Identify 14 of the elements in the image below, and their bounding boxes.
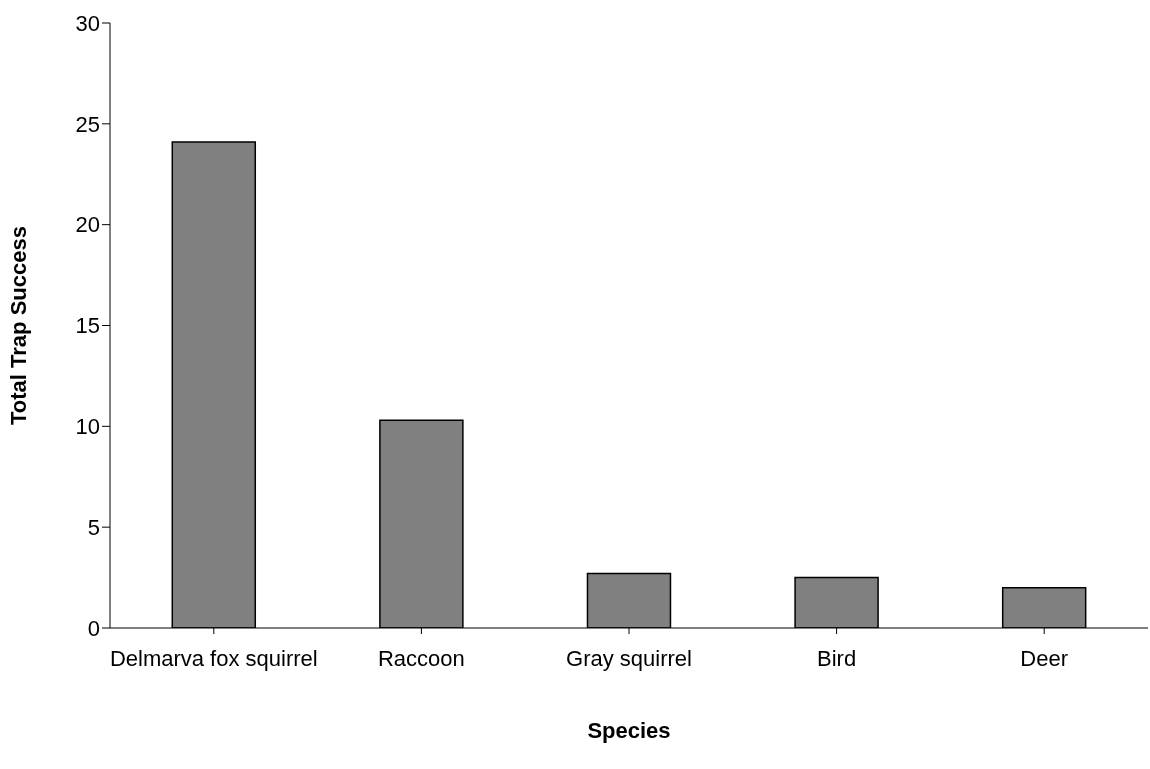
- y-tick-label: 10: [75, 414, 100, 440]
- y-tick-label: 30: [75, 10, 100, 36]
- x-tick-label: Delmarva fox squirrel: [109, 645, 318, 671]
- x-axis-title: Species: [587, 718, 671, 743]
- y-tick-label: 5: [87, 514, 100, 540]
- y-tick-label: 15: [75, 313, 100, 339]
- y-tick-label: 20: [75, 212, 100, 238]
- x-tick-label: Gray squirrel: [566, 645, 692, 671]
- y-tick-label: 0: [87, 615, 100, 641]
- y-tick-label: 25: [75, 111, 100, 137]
- x-tick-label: Raccoon: [377, 645, 465, 671]
- y-axis-title: Total Trap Success: [5, 226, 31, 425]
- x-tick-label: Bird: [817, 645, 857, 671]
- x-tick-label: Deer: [1020, 645, 1069, 671]
